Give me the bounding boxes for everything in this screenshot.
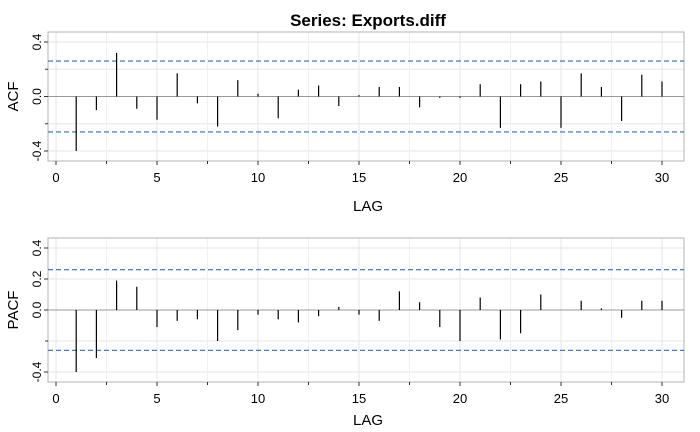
x-axis-label: LAG xyxy=(353,412,383,429)
y-tick-label: 0.2 xyxy=(30,270,44,287)
x-tick-label: 5 xyxy=(153,170,160,185)
x-tick-label: 20 xyxy=(453,170,467,185)
x-tick-label: 15 xyxy=(352,391,366,406)
y-axis-label: ACF xyxy=(5,82,22,112)
x-tick-label: 10 xyxy=(251,391,265,406)
y-tick-label: 0.4 xyxy=(30,239,44,256)
y-tick-label: -0.4 xyxy=(30,140,44,161)
x-tick-label: 0 xyxy=(52,170,59,185)
x-tick-label: 25 xyxy=(554,391,568,406)
x-tick-label: 10 xyxy=(251,170,265,185)
y-tick-label: -0.4 xyxy=(30,361,44,382)
pacf-bars xyxy=(75,280,663,372)
x-tick-label: 30 xyxy=(655,170,669,185)
pacf-panel: -0.4 0.0 0.2 0.4 0 5 10 15 20 25 30 LAG PACF xyxy=(5,237,685,429)
x-tick-label: 5 xyxy=(153,391,160,406)
y-axis-label: PACF xyxy=(5,291,22,330)
y-tick-label: 0.0 xyxy=(30,301,44,318)
chart-title: Series: Exports.diff xyxy=(290,11,446,30)
y-tick-label: 0.4 xyxy=(30,33,44,50)
x-tick-label: 30 xyxy=(655,391,669,406)
x-tick-label: 15 xyxy=(352,170,366,185)
acf-bars xyxy=(75,52,663,151)
x-tick-label: 20 xyxy=(453,391,467,406)
x-tick-label: 25 xyxy=(554,170,568,185)
acf-panel: -0.4 0.0 0.4 0 5 10 15 20 25 30 LAG ACF xyxy=(5,31,685,215)
y-tick-label: 0.0 xyxy=(30,88,44,105)
x-tick-label: 0 xyxy=(52,391,59,406)
x-axis-label: LAG xyxy=(353,198,383,215)
